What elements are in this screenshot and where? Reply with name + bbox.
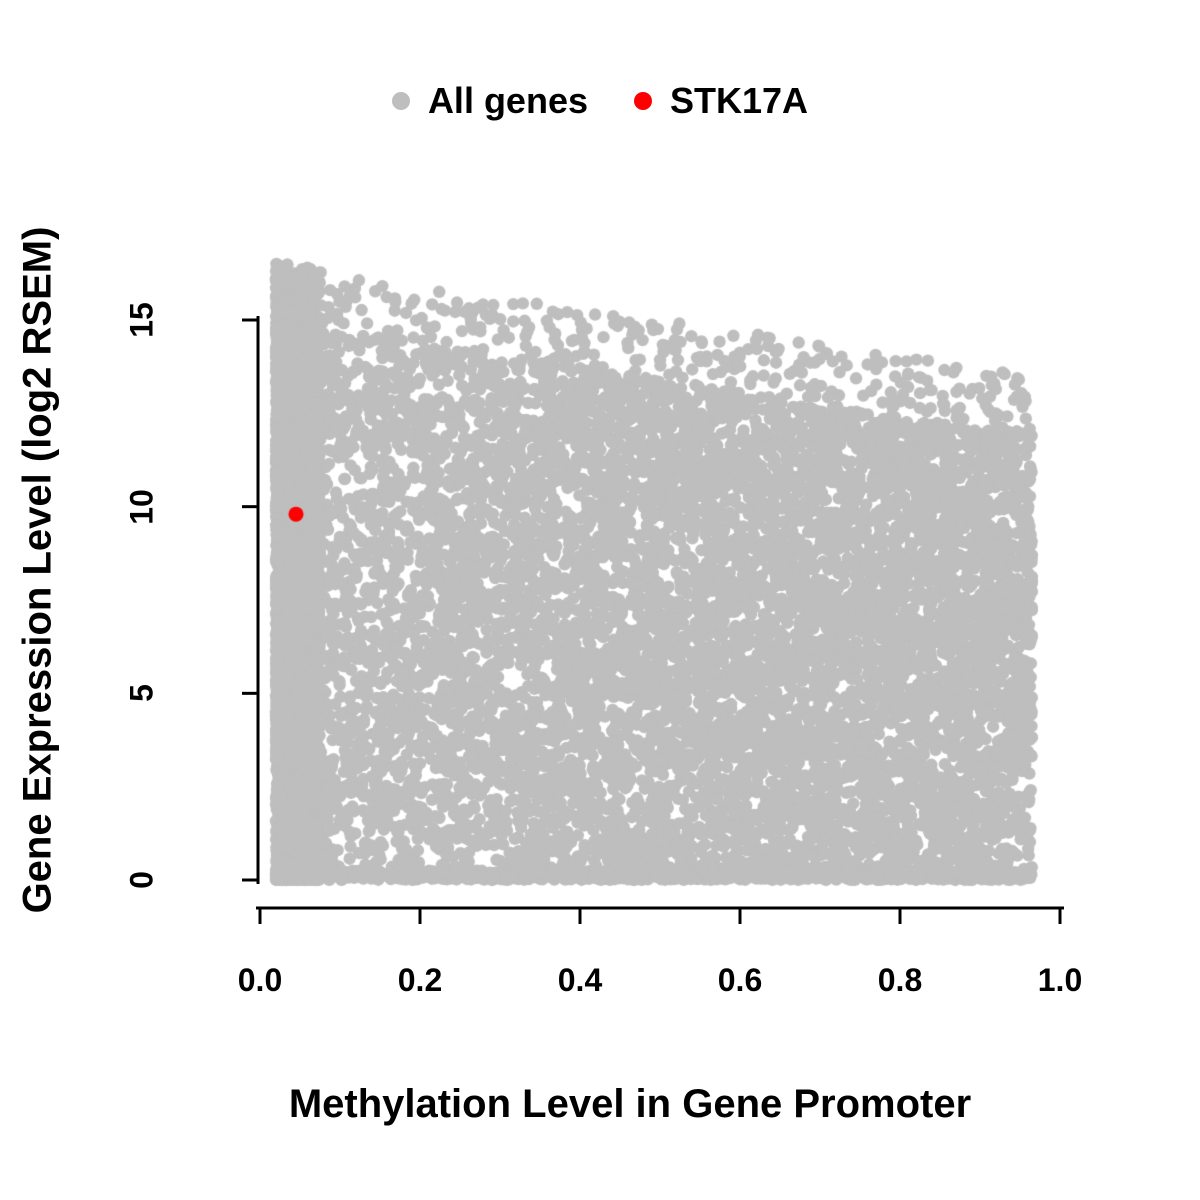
- x-tick-label-3: 0.6: [717, 962, 763, 998]
- stk17a-dot-icon: [634, 92, 652, 110]
- legend-label-all-genes: All genes: [427, 80, 588, 121]
- legend-label-stk17a: STK17A: [670, 80, 809, 121]
- x-tick-label-4: 0.8: [877, 962, 923, 998]
- x-tick-label-2: 0.4: [557, 962, 603, 998]
- x-tick-label-0: 0.0: [237, 962, 283, 998]
- legend-item-stk17a: STK17A: [634, 80, 808, 122]
- y-tick-label-1: 5: [123, 684, 160, 702]
- all-genes-dot-icon: [391, 92, 410, 110]
- legend: All genes STK17A: [0, 80, 1200, 122]
- y-axis-title: Gene Expression Level (log2 RSEM): [15, 226, 60, 914]
- y-tick-label-0: 0: [123, 871, 160, 889]
- x-tick-label-1: 0.2: [397, 962, 443, 998]
- y-tick-marks: [242, 318, 258, 882]
- x-axis-title: Methylation Level in Gene Promoter: [288, 1082, 972, 1126]
- y-tick-label-3: 15: [123, 302, 160, 338]
- legend-item-all-genes: All genes: [391, 80, 588, 122]
- x-tick-label-5: 1.0: [1037, 962, 1083, 998]
- y-tick-label-2: 10: [123, 489, 160, 525]
- x-tick-marks: [258, 908, 1062, 924]
